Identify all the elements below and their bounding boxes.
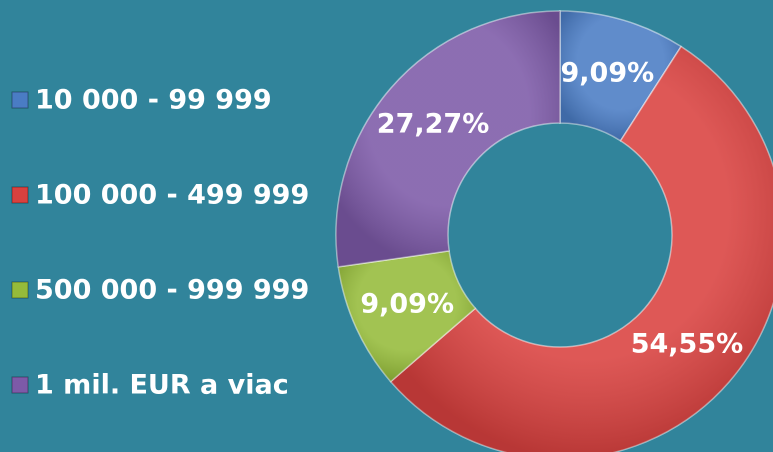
legend-marker: [11, 376, 29, 394]
value-label: 9,09%: [360, 288, 454, 319]
slice-shade: [338, 250, 476, 382]
legend-marker: [11, 186, 29, 204]
legend-marker: [11, 91, 29, 109]
value-label: 9,09%: [560, 57, 654, 88]
legend-label: 500 000 - 999 999: [35, 275, 309, 306]
legend-label: 1 mil. EUR a viac: [35, 370, 289, 401]
legend-label: 100 000 - 499 999: [35, 180, 309, 211]
slice-shade: [560, 11, 682, 141]
slice-shade: [390, 46, 773, 452]
legend-label: 10 000 - 99 999: [35, 85, 272, 116]
value-label: 54,55%: [631, 329, 743, 360]
slice-shade: [336, 11, 560, 267]
value-label: 27,27%: [377, 108, 489, 139]
legend-marker: [11, 281, 29, 299]
